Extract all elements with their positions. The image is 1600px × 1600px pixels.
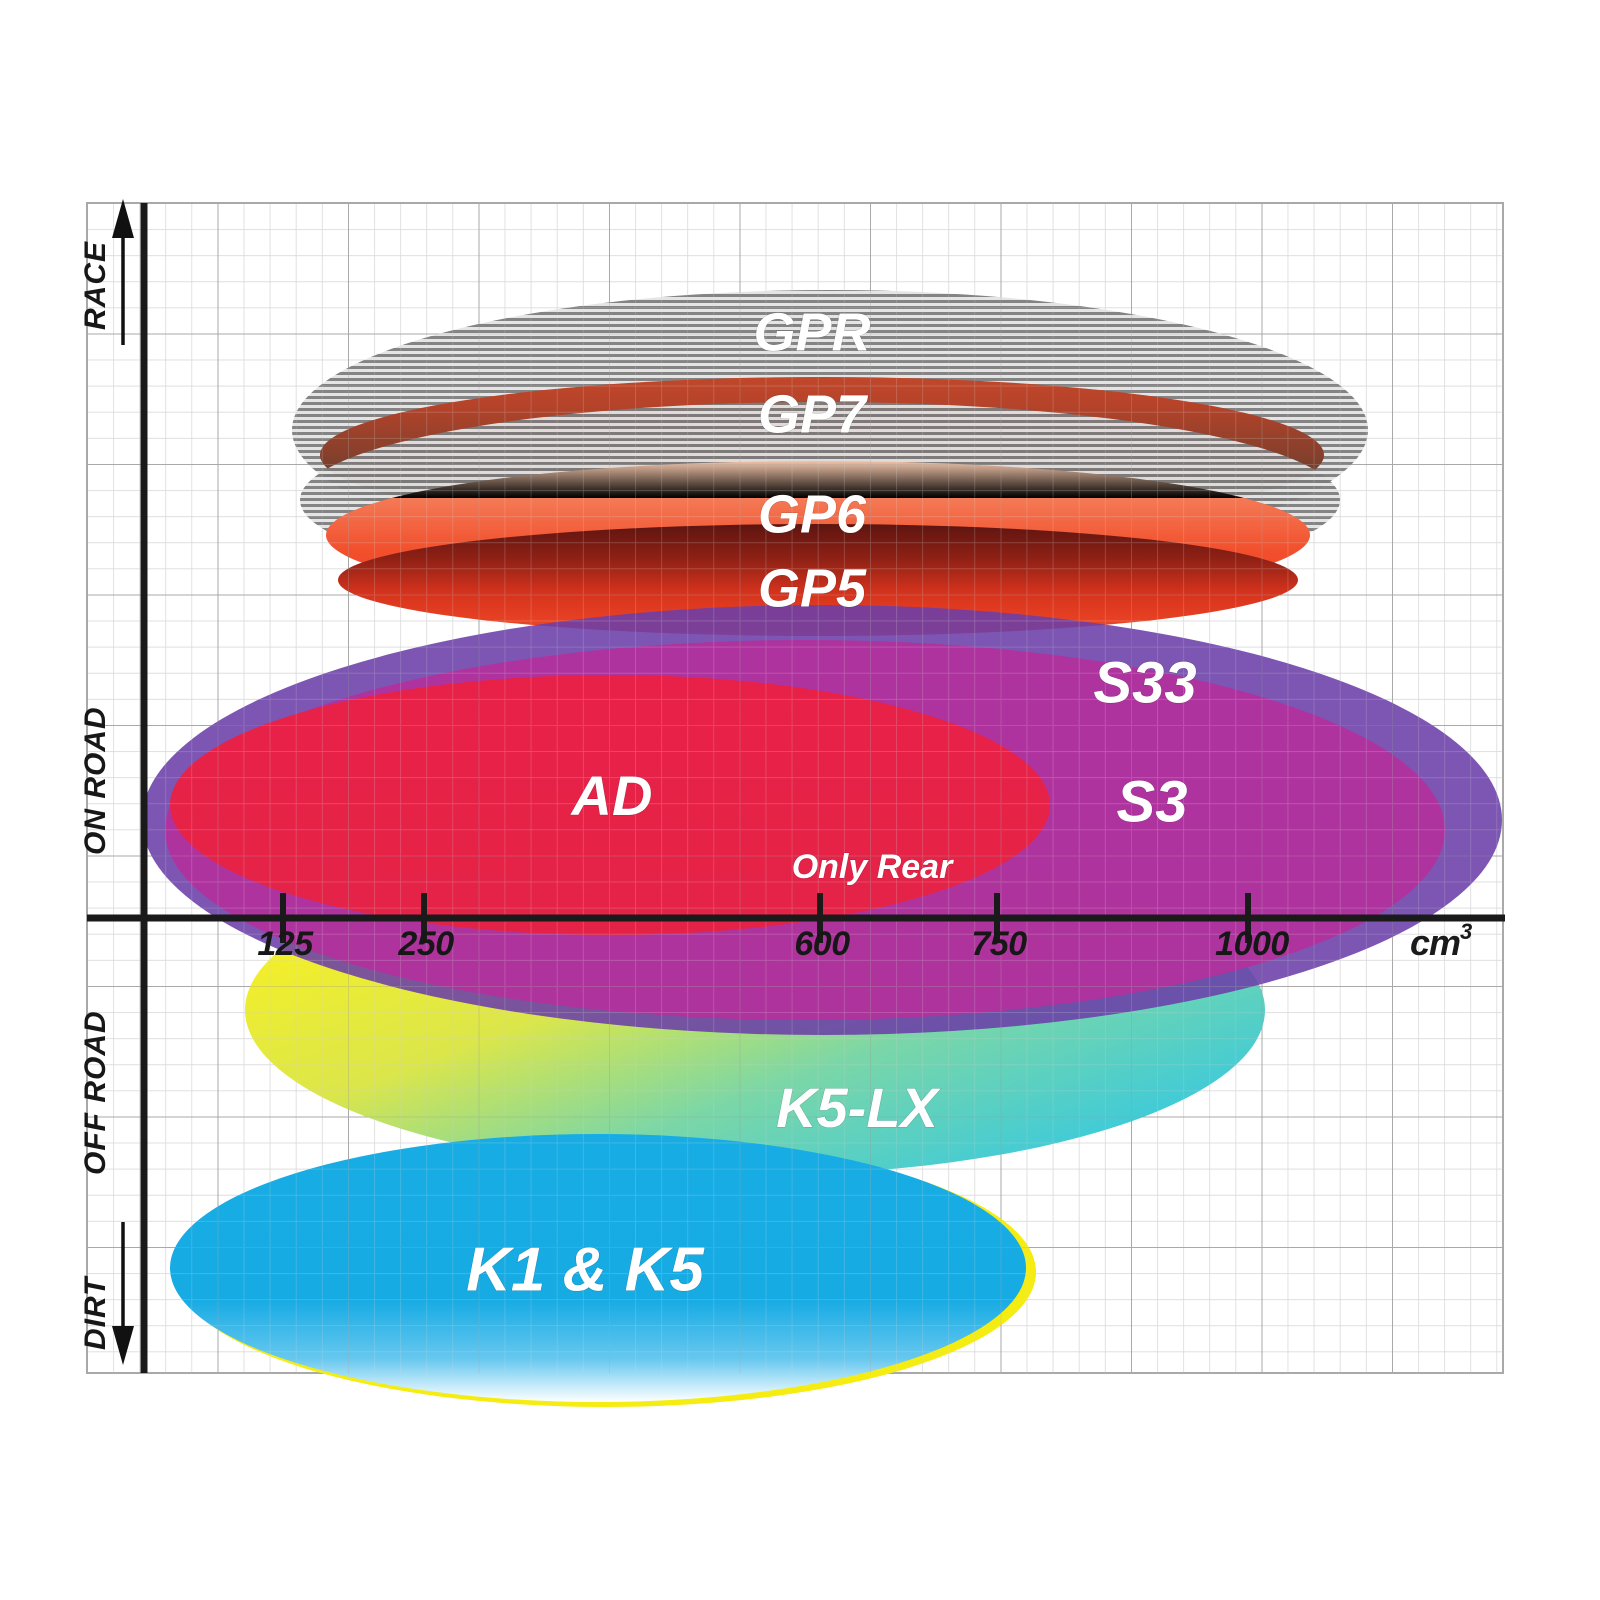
y-axis-band-labels: RACE ON ROAD OFF ROAD DIRT xyxy=(79,241,112,1350)
label-ad: AD xyxy=(570,764,653,827)
band-label-off-road: OFF ROAD xyxy=(79,1010,112,1175)
tick-label-125: 125 xyxy=(257,925,314,963)
label-gp5: GP5 xyxy=(758,558,867,618)
region-labels: GPR GP7 GP6 GP5 S33 S3 AD Only Rear K5-L… xyxy=(466,302,1197,1305)
band-label-dirt: DIRT xyxy=(79,1275,112,1350)
label-s33: S33 xyxy=(1093,650,1196,715)
label-gp6: GP6 xyxy=(758,484,867,544)
label-gpr: GPR xyxy=(753,302,870,362)
grid-overlay xyxy=(87,203,1503,1373)
x-axis-unit-label: cm3 xyxy=(1410,919,1472,963)
label-k1k5: K1 & K5 xyxy=(466,1235,705,1304)
tick-label-250: 250 xyxy=(397,925,454,963)
tick-label-1000: 1000 xyxy=(1215,925,1289,963)
race-direction-arrow-icon xyxy=(112,199,134,345)
unit-base: cm xyxy=(1410,922,1460,963)
band-label-on-road: ON ROAD xyxy=(79,706,112,855)
label-k5lx: K5-LX xyxy=(776,1076,941,1139)
chart-axes xyxy=(87,199,1505,1373)
label-gp7: GP7 xyxy=(758,384,869,444)
label-s3: S3 xyxy=(1117,769,1188,834)
x-axis-tick-labels: 125 250 600 750 1000 cm3 xyxy=(257,919,1473,963)
dirt-direction-arrow-icon xyxy=(112,1222,134,1365)
x-axis-ticks xyxy=(280,893,1251,943)
band-label-race: RACE xyxy=(79,241,112,330)
tick-label-750: 750 xyxy=(971,925,1027,963)
unit-superscript: 3 xyxy=(1460,919,1472,944)
tick-label-600: 600 xyxy=(794,925,850,963)
label-only-rear: Only Rear xyxy=(792,848,954,886)
